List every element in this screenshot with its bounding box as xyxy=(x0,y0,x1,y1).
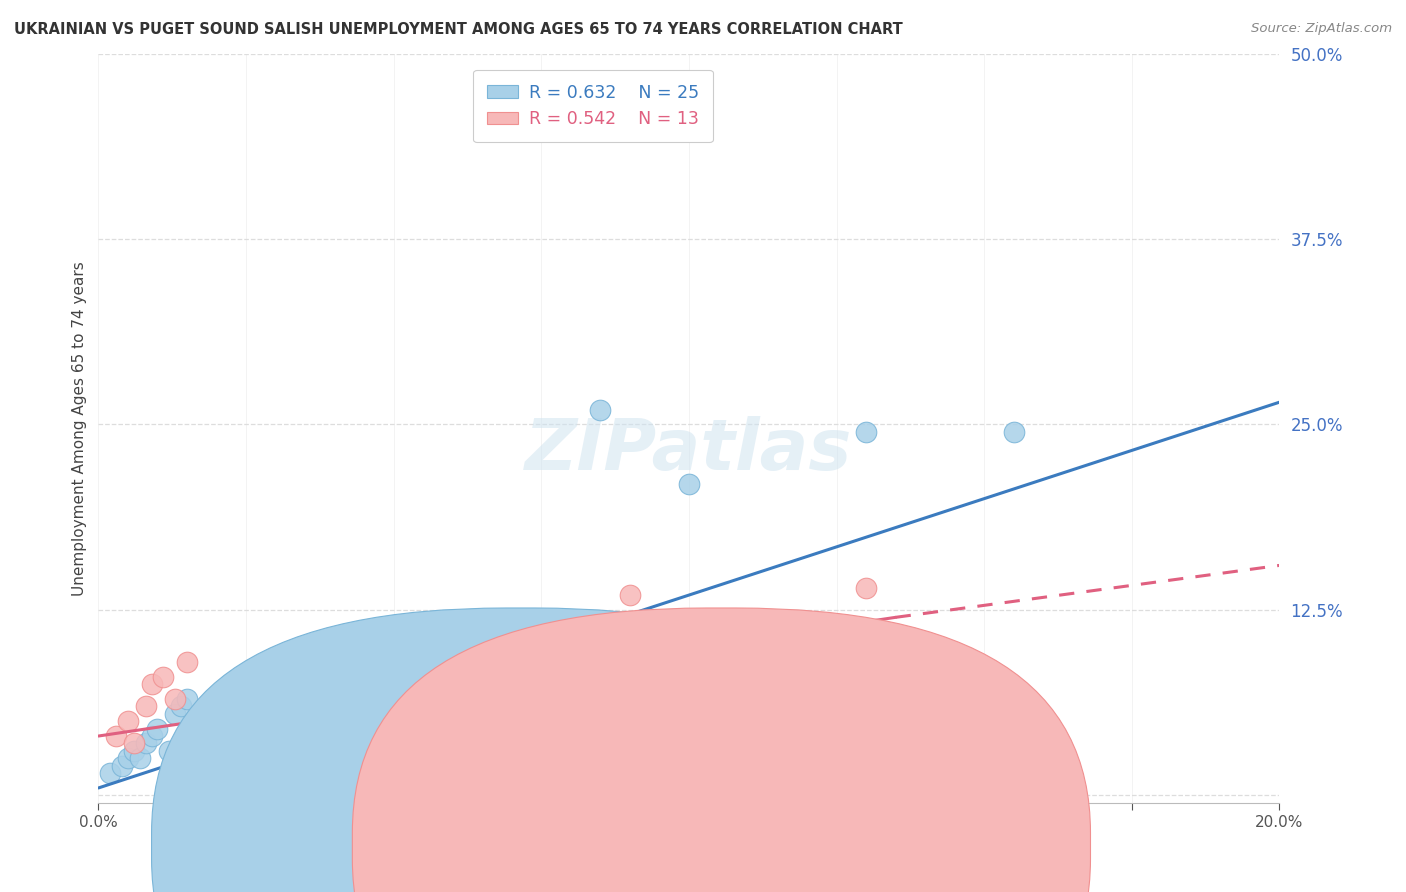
Point xyxy=(122,736,145,750)
FancyBboxPatch shape xyxy=(353,608,1091,892)
Point xyxy=(117,751,139,765)
Point xyxy=(146,722,169,736)
Point xyxy=(128,751,150,765)
Point xyxy=(135,699,157,714)
Point xyxy=(157,744,180,758)
Point xyxy=(122,744,145,758)
Point xyxy=(117,714,139,729)
Point xyxy=(678,692,700,706)
Point xyxy=(501,617,523,632)
Point xyxy=(141,677,163,691)
FancyBboxPatch shape xyxy=(152,608,890,892)
Point xyxy=(205,773,228,788)
Point xyxy=(141,729,163,743)
Point xyxy=(165,692,187,706)
Text: Ukrainians: Ukrainians xyxy=(547,852,633,866)
Point xyxy=(855,425,877,439)
Point xyxy=(187,722,209,736)
Point xyxy=(152,670,174,684)
Legend: R = 0.632    N = 25, R = 0.542    N = 13: R = 0.632 N = 25, R = 0.542 N = 13 xyxy=(474,70,713,142)
Text: Source: ZipAtlas.com: Source: ZipAtlas.com xyxy=(1251,22,1392,36)
Point xyxy=(111,758,134,772)
Point xyxy=(678,476,700,491)
Point xyxy=(294,684,316,698)
Point xyxy=(176,692,198,706)
Text: Puget Sound Salish: Puget Sound Salish xyxy=(748,852,903,866)
Point xyxy=(165,706,187,721)
Point xyxy=(170,699,193,714)
Point xyxy=(619,588,641,602)
Y-axis label: Unemployment Among Ages 65 to 74 years: Unemployment Among Ages 65 to 74 years xyxy=(72,260,87,596)
Point xyxy=(353,677,375,691)
Text: UKRAINIAN VS PUGET SOUND SALISH UNEMPLOYMENT AMONG AGES 65 TO 74 YEARS CORRELATI: UKRAINIAN VS PUGET SOUND SALISH UNEMPLOY… xyxy=(14,22,903,37)
Point xyxy=(135,736,157,750)
Point xyxy=(205,699,228,714)
Point xyxy=(264,706,287,721)
Point xyxy=(105,729,128,743)
Text: ZIPatlas: ZIPatlas xyxy=(526,417,852,485)
Point xyxy=(194,714,217,729)
Point xyxy=(98,766,121,780)
Point xyxy=(382,625,405,640)
Point xyxy=(1002,425,1025,439)
Point xyxy=(176,655,198,669)
Point xyxy=(323,706,346,721)
Point xyxy=(217,692,239,706)
Point xyxy=(589,402,612,417)
Point xyxy=(855,581,877,595)
